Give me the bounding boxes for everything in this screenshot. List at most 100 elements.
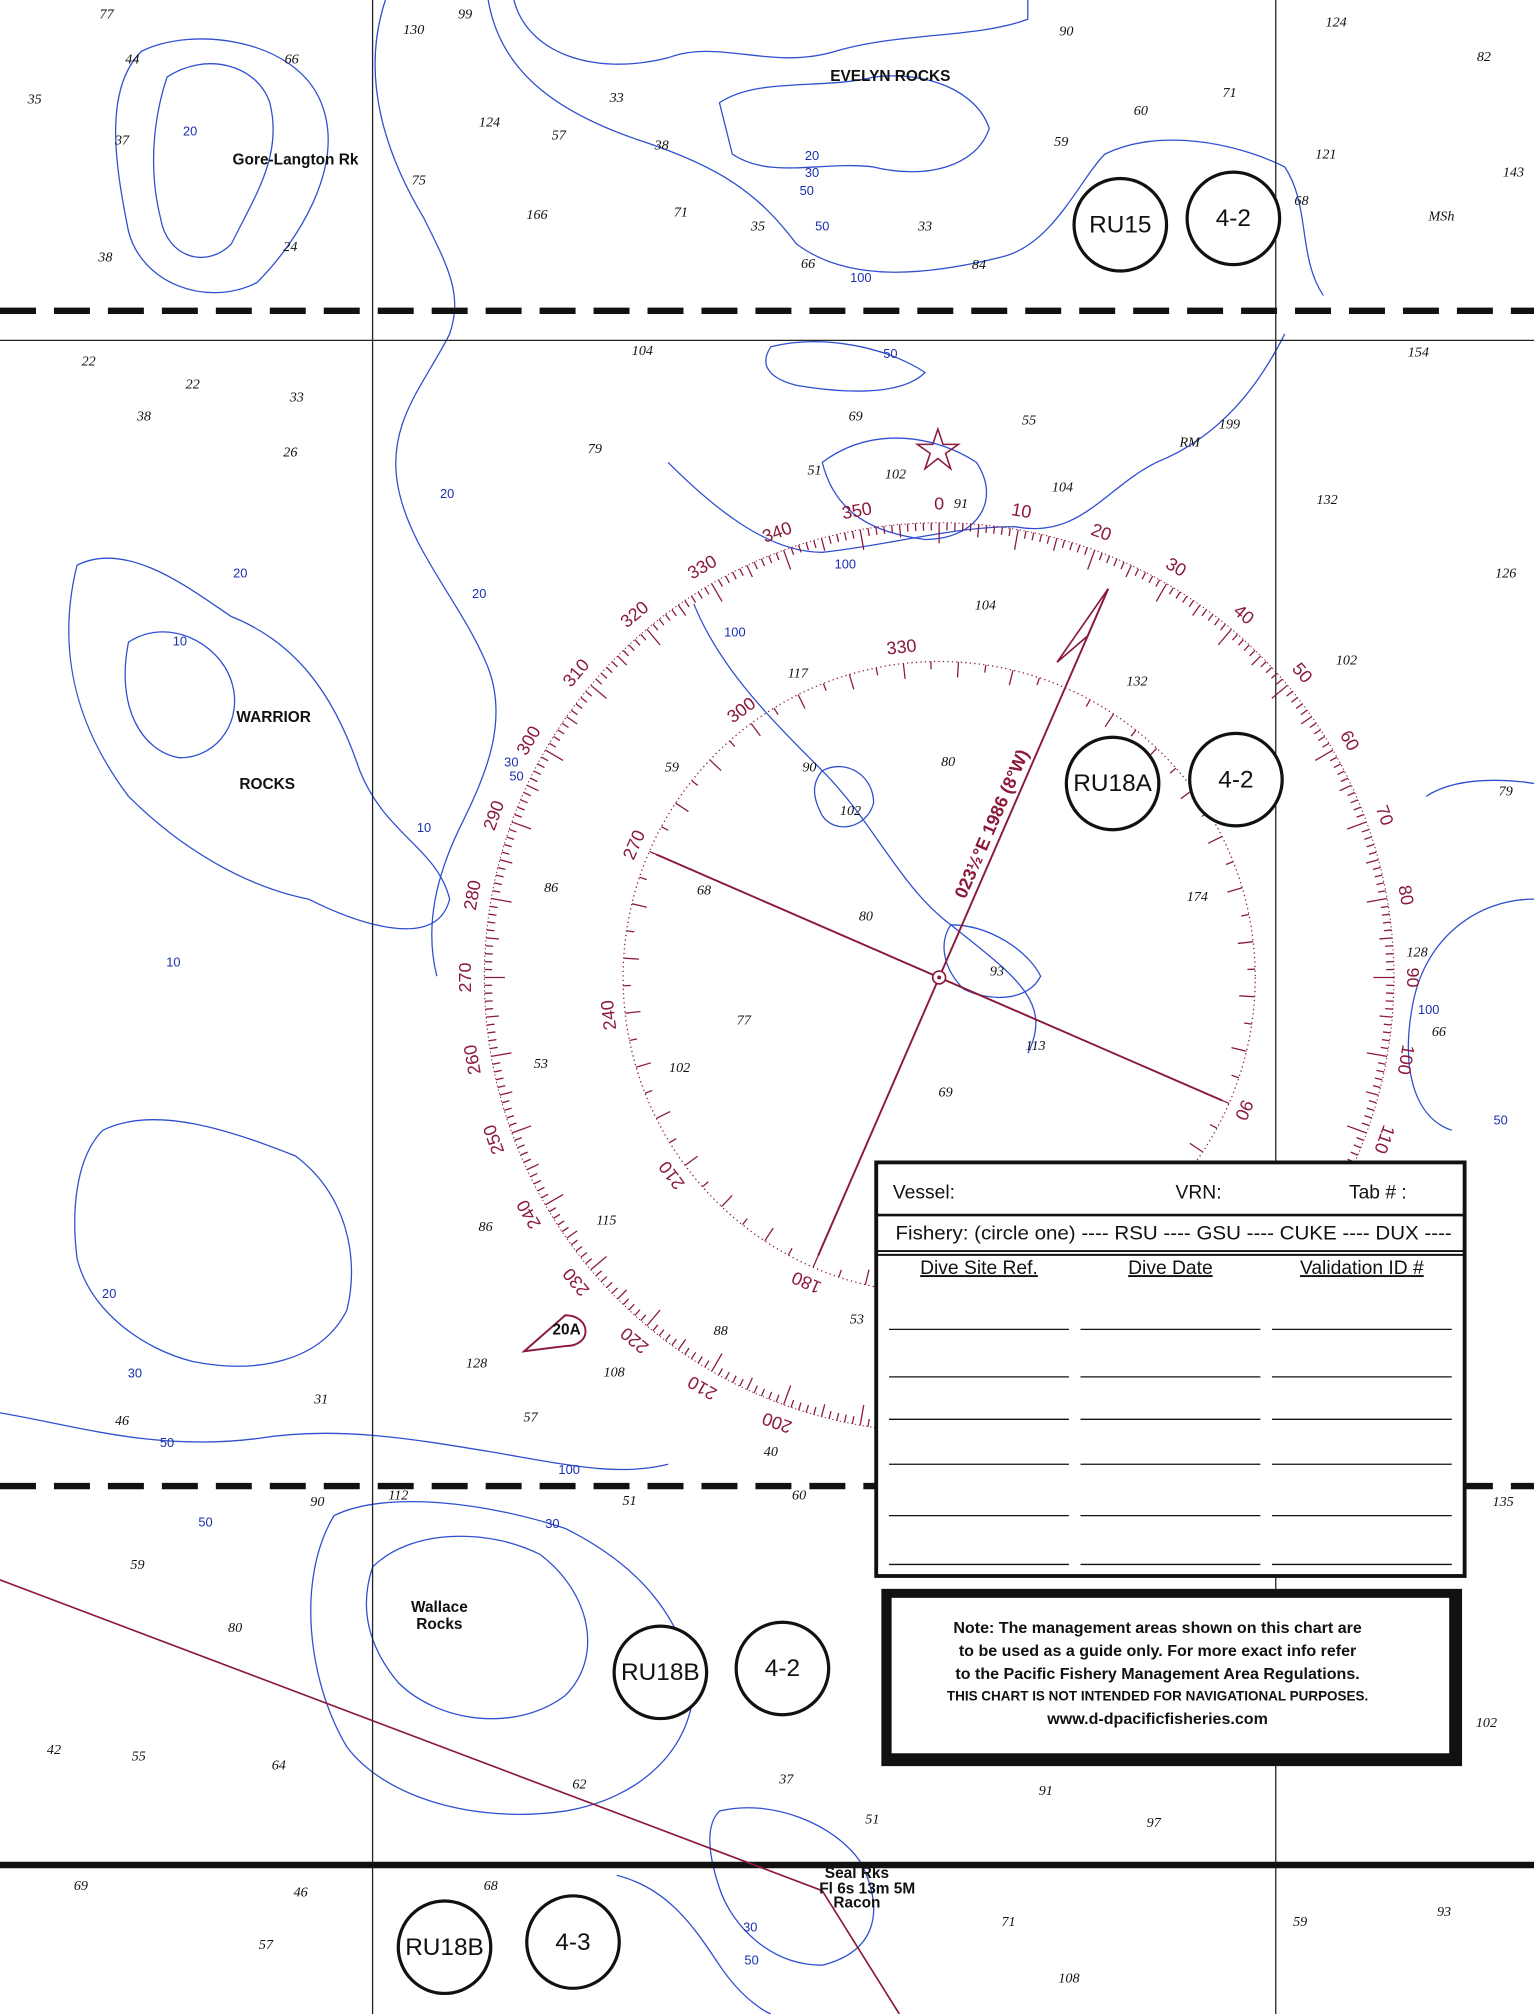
sounding: RM [1178,434,1201,450]
sounding: 108 [1058,1971,1079,1987]
area-label: 4-2 [1218,766,1253,793]
compass-label: 270 [455,962,475,992]
sounding: 46 [294,1885,308,1901]
contour-label: 50 [160,1435,174,1450]
sounding: 128 [1406,944,1427,960]
sounding: 68 [697,883,711,899]
sounding: 90 [802,759,816,775]
contour-label: 100 [1418,1002,1439,1017]
sounding: 59 [1293,1914,1307,1930]
sounding: 38 [136,409,151,425]
sounding: 46 [115,1413,129,1429]
sounding: 53 [850,1312,864,1328]
compass-label: 80 [1394,884,1417,907]
compass-tick [485,946,493,947]
vrn-label: VRN: [1176,1182,1222,1203]
compass-tick [487,1024,495,1025]
sounding: 51 [865,1811,879,1827]
area-label: RU15 [1089,212,1151,239]
compass-label: 0 [934,494,944,514]
sounding: 174 [1187,889,1208,905]
body: { "area_labels": ["RU15", "4-2", "RU18A"… [0,0,1534,2014]
contour-label: 50 [883,346,897,361]
sounding: 26 [283,445,297,461]
sounding: 90 [310,1494,324,1510]
sounding: 132 [1126,673,1147,689]
area-label: RU18B [405,1934,484,1961]
sounding: 104 [1052,479,1073,495]
note-line: to be used as a guide only. For more exa… [959,1642,1356,1660]
compass-tick [1385,946,1393,947]
sounding: 121 [1315,147,1336,163]
contour-label: 50 [815,219,829,234]
sounding: 68 [1294,193,1308,209]
sounding: 124 [479,115,500,131]
note-line: to the Pacific Fishery Management Area R… [955,1665,1359,1683]
sounding: 42 [47,1742,61,1758]
sounding: 35 [27,91,42,107]
sounding: 37 [114,133,130,149]
compass-label: 10 [1010,499,1033,522]
sounding: 99 [458,7,472,23]
sounding: 130 [403,22,424,38]
sounding: MSh [1428,208,1455,224]
sounding: 57 [259,1937,274,1953]
sounding: 55 [1022,413,1036,429]
sounding: 59 [130,1557,144,1573]
sounding: 102 [885,466,906,482]
contour-label: 30 [545,1516,559,1531]
compass-inner-label: 330 [885,635,917,658]
sounding: 91 [954,496,968,512]
compass-tick [1384,1024,1392,1025]
sounding: 199 [1219,416,1240,432]
sounding: 80 [859,908,873,924]
sounding: 102 [1336,653,1357,669]
sounding: 59 [1054,134,1068,150]
contour-label: 30 [128,1366,142,1381]
contour-label: 50 [744,1953,758,1968]
sounding: 88 [714,1323,728,1339]
sounding: 143 [1503,165,1524,181]
sounding: 37 [778,1771,794,1787]
sounding: 62 [572,1777,586,1793]
sounding: 75 [412,172,426,188]
place-name: Gore-Langton Rk [233,152,359,169]
compass-tick [892,525,893,533]
sounding: 57 [552,127,567,143]
sounding: 117 [788,666,809,682]
sounding: 124 [1326,14,1347,30]
sounding: 86 [479,1219,493,1235]
sounding: 82 [1477,49,1491,65]
sounding: 71 [1001,1914,1015,1930]
sounding: 115 [596,1213,616,1229]
sounding: 59 [665,759,679,775]
contour-label: 10 [417,820,431,835]
sounding: 132 [1317,492,1338,508]
sounding: 93 [990,964,1004,980]
sounding: 60 [1134,103,1148,119]
contour-label: 50 [800,183,814,198]
sounding: 22 [82,353,96,369]
sounding: 24 [283,239,297,255]
contour-label: 30 [504,754,518,769]
contour-label: 30 [743,1919,757,1934]
sounding: 90 [1059,23,1073,39]
sounding: 69 [939,1084,953,1100]
contour-label: 20 [102,1286,116,1301]
sounding: 44 [125,52,139,68]
sounding: 79 [1499,784,1513,800]
sounding: 33 [917,219,932,235]
contour-label: 50 [509,768,523,783]
sounding: 66 [1432,1024,1446,1040]
vessel-label: Vessel: [893,1182,955,1203]
sounding: 104 [975,598,996,614]
contour-label: 20 [233,566,247,581]
note-disclaimer: THIS CHART IS NOT INTENDED FOR NAVIGATIO… [947,1688,1368,1703]
sounding: 166 [526,207,547,223]
sounding: 66 [801,256,815,272]
sounding: 113 [1025,1038,1045,1054]
place-name: WARRIOR [236,709,310,726]
note-website: www.d-dpacificfisheries.com [1046,1710,1268,1728]
sounding: 112 [388,1488,408,1504]
sounding: 104 [632,343,653,359]
